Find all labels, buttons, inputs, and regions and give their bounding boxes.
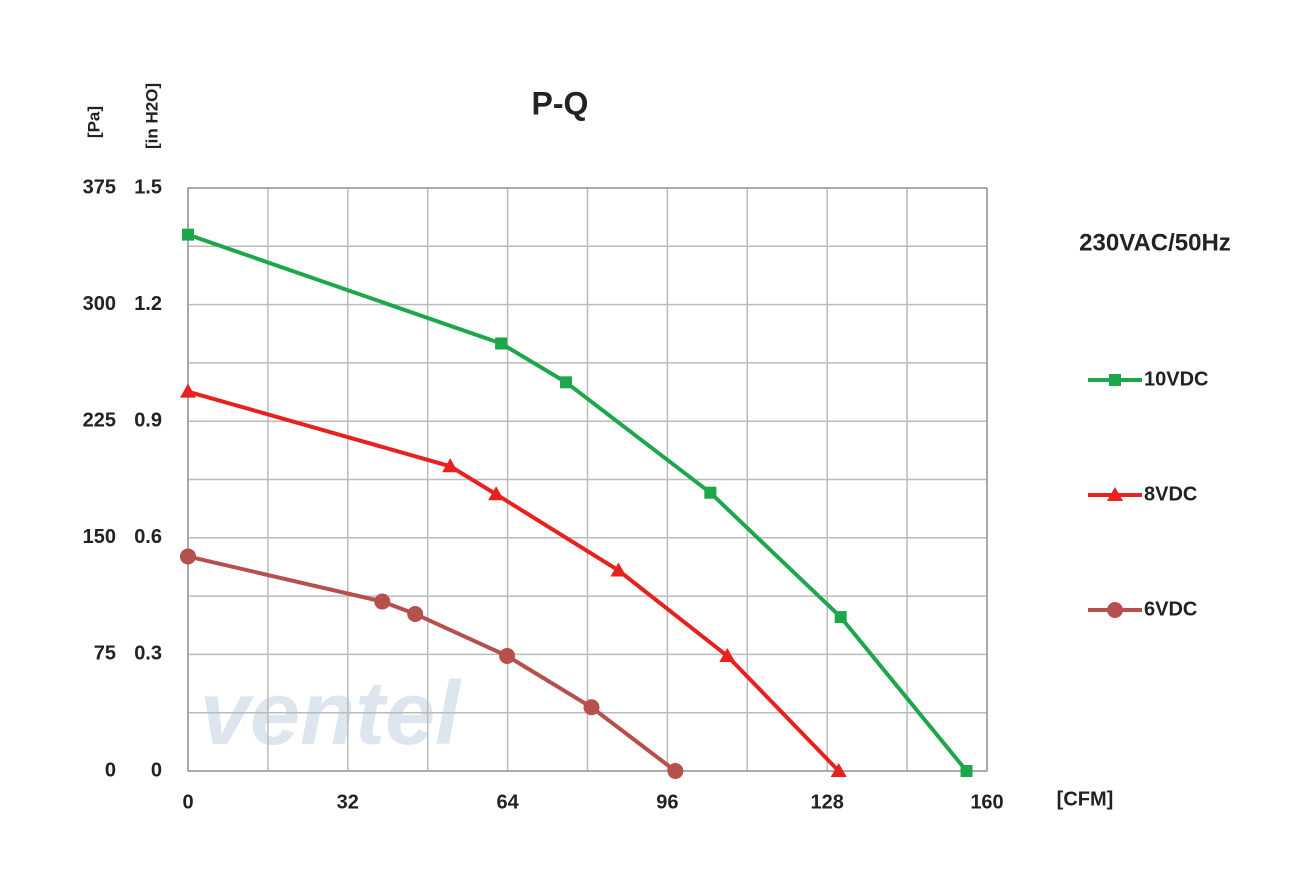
x-tick-label: 96: [656, 791, 678, 813]
y-axis-label: [Pa]: [84, 106, 103, 138]
plot-frame: [187, 187, 988, 772]
series-line: [187, 389, 841, 773]
marker: [834, 611, 847, 624]
legend-marker: [1107, 487, 1123, 501]
x-tick-label: 32: [337, 791, 359, 813]
x-tick-label: 0: [182, 791, 193, 813]
marker: [180, 383, 196, 398]
y2-tick-label: 1.5: [134, 176, 162, 198]
marker: [180, 548, 196, 565]
chart-title: P-Q: [532, 85, 589, 121]
y-tick-label: 225: [83, 409, 116, 431]
legend-label: 10VDC: [1144, 368, 1208, 390]
y2-tick-label: 0.9: [134, 409, 162, 431]
marker: [495, 337, 508, 350]
marker: [499, 647, 516, 664]
marker: [182, 228, 194, 241]
annotation: 230VAC/50Hz: [1079, 229, 1231, 256]
y-tick-label: 75: [94, 643, 116, 665]
marker: [560, 376, 573, 389]
y2-tick-label: 0: [151, 759, 162, 781]
y2-tick-label: 0.3: [134, 643, 162, 665]
series-line: [187, 232, 969, 773]
x-tick-label: 160: [970, 791, 1003, 813]
y-tick-label: 375: [83, 176, 116, 198]
marker: [610, 562, 627, 577]
x-tick-label: 64: [496, 791, 519, 813]
marker: [583, 699, 600, 716]
legend-marker: [1109, 374, 1121, 386]
marker: [407, 605, 424, 622]
y-tick-label: 0: [105, 759, 116, 781]
marker: [667, 763, 684, 779]
series-line: [187, 554, 677, 773]
y-tick-label: 150: [83, 526, 116, 548]
marker: [442, 458, 459, 473]
y-tick-label: 300: [83, 293, 116, 315]
watermark: ventel: [200, 664, 462, 764]
legend-label: 8VDC: [1144, 483, 1197, 505]
y2-axis-label: [in H2O]: [142, 83, 161, 149]
marker: [374, 593, 391, 610]
x-tick-label: 128: [811, 791, 844, 813]
legend-label: 6VDC: [1144, 598, 1197, 620]
marker: [488, 486, 505, 501]
y2-tick-label: 0.6: [134, 526, 162, 548]
marker: [704, 486, 717, 499]
legend-marker: [1107, 602, 1123, 618]
marker: [960, 765, 973, 777]
marker: [719, 647, 736, 662]
x-axis-label: [CFM]: [1057, 788, 1114, 810]
y2-tick-label: 1.2: [134, 293, 162, 315]
marker: [830, 763, 847, 777]
